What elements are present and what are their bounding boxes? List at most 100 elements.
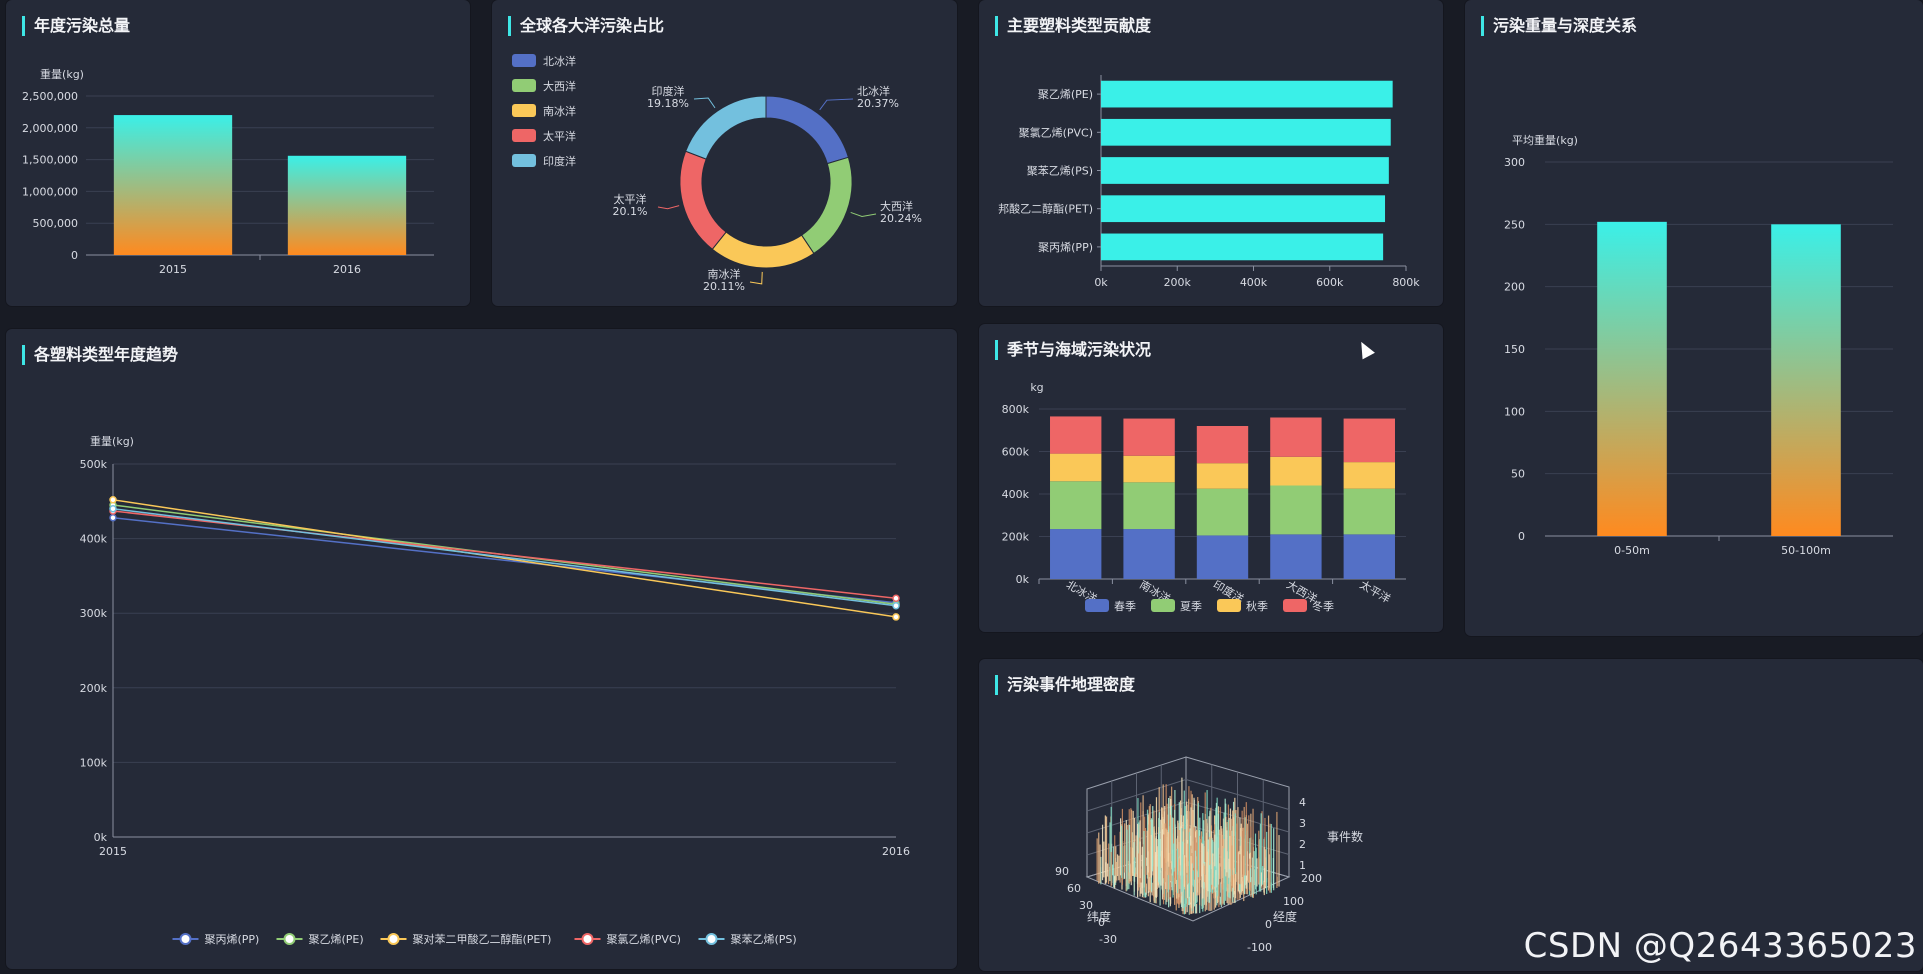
y-tick-label: 2,000,000: [22, 122, 78, 135]
panel-annual-total: 年度污染总量 重量(kg) 0 500,000 1,000,000 1,500,000 2…: [6, 0, 470, 306]
y-tick-label: 聚苯乙烯(PS): [1027, 164, 1093, 178]
panel-title: 各塑料类型年度趋势: [22, 345, 178, 365]
stacked-segment: [1123, 455, 1175, 483]
x-tick-label: 600k: [1316, 276, 1344, 289]
slice-percent-label: 20.1%: [613, 205, 648, 218]
watermark: CSDN @Q2643365023: [1523, 926, 1917, 966]
lon-tick-label: 200: [1301, 872, 1322, 885]
legend-marker: [387, 933, 400, 945]
slice-name-label: 南冰洋: [708, 267, 741, 281]
leader-line: [693, 97, 716, 109]
y-tick-label: 0k: [94, 831, 108, 844]
legend-marker: [581, 933, 594, 945]
lon-tick-label: -100: [1247, 941, 1272, 954]
panel-title: 年度污染总量: [22, 16, 130, 36]
series-line: [112, 516, 897, 604]
panel-plastic-types: 主要塑料类型贡献度 0k 200k 400k 600k 800k 聚乙烯(PE) 聚氯乙烯(…: [979, 0, 1443, 306]
panel-title: 污染重量与深度关系: [1481, 16, 1637, 36]
stacked-segment: [1270, 534, 1322, 579]
annual-bar-chart: 重量(kg) 0 500,000 1,000,000 1,500,000 2,000,00…: [22, 67, 434, 276]
y-tick-label: 聚丙烯(PP): [1038, 241, 1093, 254]
leader-line: [749, 271, 763, 285]
plastic-hbar-chart: 0k 200k 400k 600k 800k 聚乙烯(PE) 聚氯乙烯(PVC) 聚苯乙烯(P…: [998, 75, 1420, 289]
donut-slice: [711, 231, 815, 269]
depth-bar-chart: 平均重量(kg) 0 50 100 150 200 250 300 0-50m 50-100m: [1504, 133, 1893, 557]
lat-tick-label: 30: [1079, 899, 1093, 912]
legend-swatch: [1151, 599, 1175, 612]
legend-marker: [283, 933, 296, 945]
season-stacked-bar-chart: kg0k200k400k600k800k北冰洋 南冰洋 印度洋 大西洋 太平洋春季 夏季秋…: [1002, 381, 1406, 613]
stacked-segment: [1270, 485, 1322, 535]
data-point: [892, 594, 900, 603]
legend-swatch: [512, 54, 536, 67]
donut-slice: [765, 95, 850, 165]
bar: [1101, 233, 1384, 261]
y-tick-label: 400k: [1002, 488, 1030, 501]
y-tick-label: 200k: [80, 682, 108, 695]
data-point: [892, 613, 900, 621]
slice-percent-label: 20.37%: [857, 97, 899, 110]
slice-name-label: 大西洋: [880, 199, 913, 213]
stacked-segment: [1343, 418, 1395, 463]
x-tick-label: 2016: [882, 845, 910, 858]
x-tick-label: 0k: [1094, 276, 1108, 289]
stacked-segment: [1343, 462, 1395, 489]
y-tick-label: 100k: [80, 756, 108, 769]
y-tick-label: 250: [1504, 218, 1525, 231]
leader-line: [819, 98, 854, 111]
series-line: [112, 510, 897, 600]
stacked-segment: [1196, 463, 1249, 489]
stacked-segment: [1196, 535, 1249, 579]
stacked-segment: [1123, 482, 1175, 530]
series-line: [112, 499, 897, 618]
lon-axis-label: 经度: [1273, 909, 1297, 924]
legend-swatch: [1085, 599, 1109, 612]
slice-percent-label: 20.24%: [880, 212, 922, 225]
legend-label: 聚丙烯(PP): [205, 933, 260, 946]
y-tick-label: 200k: [1002, 531, 1030, 544]
lon-tick-label: 0: [1265, 918, 1272, 931]
stacked-segment: [1050, 481, 1102, 530]
x-tick-label: 400k: [1240, 276, 1268, 289]
y-axis-label: 重量(kg): [90, 434, 134, 448]
y-tick-label: 300: [1504, 156, 1525, 169]
y-tick-label: 100: [1504, 405, 1525, 418]
donut-slice: [685, 95, 767, 160]
legend-marker: [179, 933, 192, 945]
y-tick-label: 聚乙烯(PE): [1038, 88, 1093, 101]
lat-tick-label: -30: [1099, 933, 1117, 946]
data-point: [109, 496, 117, 504]
donut-slice: [679, 150, 727, 250]
legend-swatch: [512, 154, 536, 167]
y-tick-label: 500,000: [33, 217, 79, 230]
z-tick-label: 1: [1299, 859, 1306, 872]
x-tick-label: 0-50m: [1614, 544, 1650, 557]
legend-label: 聚氯乙烯(PVC): [607, 932, 681, 946]
legend-swatch: [512, 104, 536, 117]
stacked-segment: [1196, 426, 1249, 464]
panel-ocean-share: 全球各大洋污染占比 北冰洋 大西洋 南冰洋 太平洋 印度洋 北冰洋 20.37% 大西洋 20.…: [492, 0, 957, 306]
legend-swatch: [512, 79, 536, 92]
legend-swatch: [512, 129, 536, 142]
legend-label: 秋季: [1246, 599, 1268, 613]
z-tick-label: 3: [1299, 817, 1306, 830]
panel-depth: 污染重量与深度关系 平均重量(kg) 0 50 100 150 200 250 300 0-50…: [1465, 0, 1923, 636]
legend-marker: [705, 933, 718, 945]
lat-tick-label: 90: [1055, 865, 1069, 878]
x-tick-label: 50-100m: [1781, 544, 1831, 557]
lat-tick-label: 0: [1098, 916, 1105, 929]
bar: [1101, 195, 1386, 223]
slice-name-label: 北冰洋: [857, 84, 890, 98]
z-tick-label: 2: [1299, 838, 1306, 851]
legend-label: 南冰洋: [543, 104, 576, 118]
y-tick-label: 1,500,000: [22, 154, 78, 167]
data-point: [892, 601, 900, 610]
y-tick-label: 150: [1504, 343, 1525, 356]
legend-label: 大西洋: [543, 79, 576, 93]
bar: [1101, 80, 1393, 108]
y-tick-label: 2,500,000: [22, 90, 78, 103]
y-tick-label: 600k: [1002, 446, 1030, 459]
panel-title: 主要塑料类型贡献度: [995, 16, 1151, 36]
panel-title: 季节与海域污染状况: [995, 340, 1151, 360]
